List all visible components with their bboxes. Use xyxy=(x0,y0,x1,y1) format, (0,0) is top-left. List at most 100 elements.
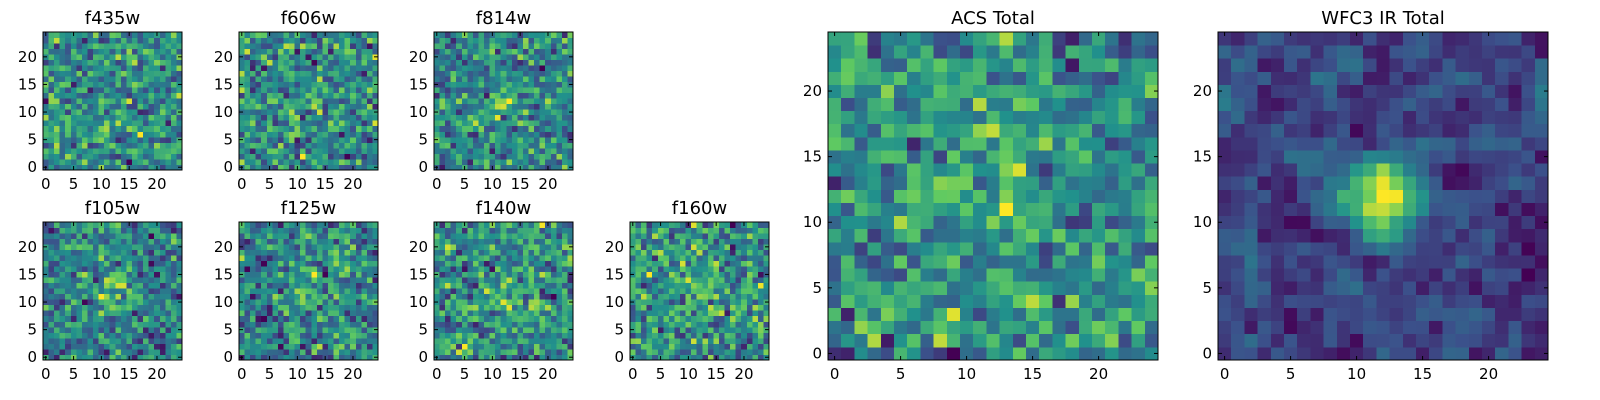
heatmap-cell xyxy=(120,136,127,143)
y-tick-label: 5 xyxy=(418,321,428,339)
heatmap-cell xyxy=(1052,346,1066,361)
heatmap-cell xyxy=(289,103,295,110)
heatmap-cell xyxy=(294,158,301,165)
heatmap-cell xyxy=(350,158,357,165)
heatmap-cell xyxy=(478,92,485,99)
heatmap-cell xyxy=(685,244,692,250)
heatmap-cell xyxy=(305,233,312,239)
heatmap-cell xyxy=(148,98,155,105)
heatmap-cell xyxy=(735,255,742,262)
heatmap-cell xyxy=(289,288,295,295)
heatmap-cell xyxy=(170,136,177,143)
heatmap-cell xyxy=(333,354,340,361)
heatmap-cell xyxy=(244,233,251,239)
heatmap-cell xyxy=(561,158,568,165)
heatmap-cell xyxy=(635,354,642,361)
heatmap-cell xyxy=(718,354,725,361)
heatmap-cell xyxy=(511,337,518,344)
heatmap-cell xyxy=(137,310,144,317)
heatmap-cell xyxy=(244,43,251,49)
heatmap-cell xyxy=(696,348,703,355)
heatmap-cell xyxy=(120,32,127,38)
heatmap-cell xyxy=(250,260,257,267)
heatmap-cell xyxy=(500,260,507,267)
heatmap-cell xyxy=(81,255,88,262)
heatmap-cell xyxy=(272,337,279,344)
heatmap-cell xyxy=(115,136,122,143)
heatmap-cell xyxy=(65,131,72,138)
heatmap-cell xyxy=(143,59,150,66)
heatmap-cell xyxy=(255,92,262,99)
heatmap-cell xyxy=(674,277,681,284)
heatmap-cell xyxy=(300,164,307,171)
heatmap-cell xyxy=(115,164,122,171)
heatmap-cell xyxy=(539,222,546,228)
heatmap-cell xyxy=(143,233,150,239)
heatmap-cell xyxy=(472,43,479,49)
heatmap-cell xyxy=(635,282,642,289)
heatmap-cell xyxy=(165,354,172,361)
heatmap-cell xyxy=(148,233,155,239)
heatmap-cell xyxy=(361,288,368,295)
heatmap-cell xyxy=(713,255,720,262)
heatmap-cell xyxy=(730,332,737,339)
heatmap-cell xyxy=(489,255,496,262)
heatmap-cell xyxy=(361,244,368,250)
heatmap-cell xyxy=(663,337,670,344)
heatmap-cell xyxy=(344,321,351,328)
heatmap-cell xyxy=(316,321,323,328)
heatmap-cell xyxy=(250,147,257,154)
heatmap-cell xyxy=(556,354,563,361)
heatmap-cell xyxy=(76,98,83,105)
heatmap-cell xyxy=(355,147,362,154)
heatmap-cell xyxy=(545,158,552,165)
heatmap-cell xyxy=(59,87,66,94)
heatmap-cell xyxy=(556,255,563,262)
heatmap-cell xyxy=(65,293,72,300)
heatmap-cell xyxy=(300,348,307,355)
heatmap-cell xyxy=(272,266,279,273)
heatmap-cell xyxy=(98,43,105,49)
heatmap-cell xyxy=(344,70,351,77)
heatmap-cell xyxy=(461,153,468,160)
heatmap-cell xyxy=(730,282,737,289)
heatmap-cell xyxy=(120,98,127,105)
heatmap-cell xyxy=(344,131,351,138)
heatmap-cell xyxy=(434,98,440,105)
heatmap-cell xyxy=(316,114,323,121)
heatmap-cell xyxy=(344,37,351,44)
heatmap-cell xyxy=(511,249,518,256)
heatmap-cell xyxy=(506,233,513,239)
heatmap-cell xyxy=(528,304,535,311)
heatmap-cell xyxy=(261,260,268,267)
heatmap-cell xyxy=(148,293,155,300)
heatmap-cell xyxy=(456,326,463,333)
heatmap-cell xyxy=(366,103,373,110)
heatmap-cell xyxy=(300,136,307,143)
heatmap-cell xyxy=(757,244,764,250)
heatmap-cell xyxy=(283,142,290,149)
heatmap-cell xyxy=(641,238,648,245)
heatmap-cell xyxy=(244,238,251,245)
heatmap-cell xyxy=(663,299,670,306)
heatmap-cell xyxy=(170,354,177,361)
heatmap-cell xyxy=(339,125,346,132)
heatmap-cell xyxy=(176,114,183,121)
heatmap-cell xyxy=(1039,202,1053,217)
heatmap-cell xyxy=(305,282,312,289)
heatmap-cell xyxy=(322,70,329,77)
heatmap-cell xyxy=(333,32,340,38)
heatmap-cell xyxy=(333,332,340,339)
heatmap-cell xyxy=(841,150,855,164)
heatmap-cell xyxy=(894,202,908,217)
heatmap-cell xyxy=(333,244,340,250)
heatmap-cell xyxy=(361,153,368,160)
heatmap-cell xyxy=(973,202,987,217)
heatmap-cell xyxy=(104,304,111,311)
heatmap-cell xyxy=(439,114,446,121)
heatmap-cell xyxy=(126,266,133,273)
heatmap-cell xyxy=(445,288,452,295)
heatmap-cell xyxy=(137,348,144,355)
heatmap-cell xyxy=(300,131,307,138)
